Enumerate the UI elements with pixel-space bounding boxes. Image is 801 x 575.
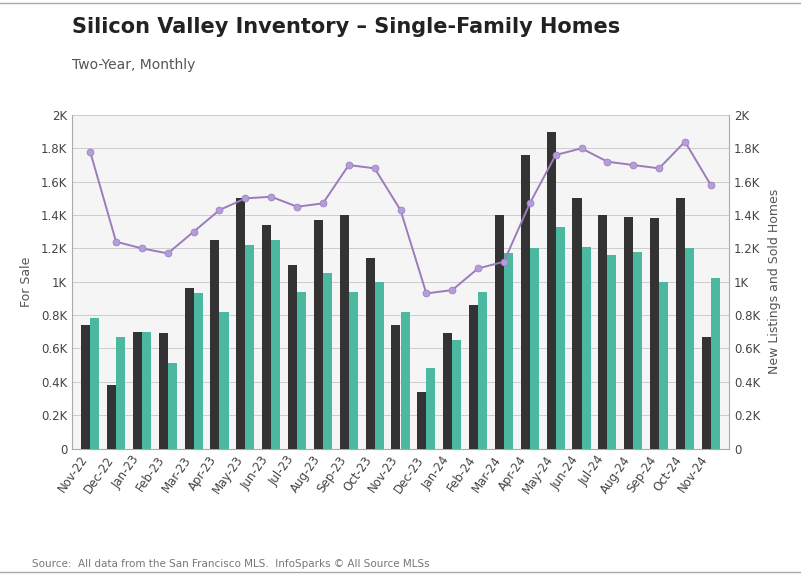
Bar (159, 334, 167, 449)
Bar (184, 289, 194, 448)
Bar (607, 255, 617, 448)
Bar (495, 215, 504, 448)
Bar (340, 215, 348, 448)
Bar (443, 334, 453, 449)
Bar (262, 225, 272, 448)
Bar (710, 278, 720, 448)
Bar (133, 332, 142, 448)
Bar (650, 218, 659, 448)
Bar (288, 265, 297, 448)
Bar (659, 282, 668, 448)
Bar (211, 240, 219, 448)
Bar (529, 248, 539, 448)
Bar (142, 332, 151, 448)
Bar (624, 217, 634, 448)
Bar (272, 240, 280, 448)
Bar (582, 247, 590, 448)
Bar (392, 325, 400, 448)
Bar (676, 198, 685, 448)
Bar (400, 312, 409, 448)
Bar (219, 312, 228, 448)
Bar (426, 369, 436, 448)
Bar (573, 198, 582, 448)
Bar (504, 254, 513, 448)
Y-axis label: New Listings and Sold Homes: New Listings and Sold Homes (768, 189, 782, 374)
Bar (297, 292, 306, 448)
Bar (375, 282, 384, 448)
Bar (469, 305, 478, 448)
Y-axis label: For Sale: For Sale (19, 256, 33, 307)
Bar (546, 132, 556, 449)
Text: Two-Year, Monthly: Two-Year, Monthly (72, 58, 195, 71)
Bar (365, 258, 375, 448)
Text: Silicon Valley Inventory – Single-Family Homes: Silicon Valley Inventory – Single-Family… (72, 17, 620, 37)
Bar (478, 292, 487, 448)
Bar (685, 248, 694, 448)
Bar (81, 325, 91, 448)
Bar (167, 363, 177, 448)
Bar (323, 274, 332, 448)
Bar (194, 293, 203, 448)
Bar (245, 245, 255, 448)
Bar (453, 340, 461, 448)
Bar (556, 227, 565, 448)
Bar (314, 220, 323, 448)
Bar (702, 337, 710, 448)
Bar (348, 292, 358, 448)
Bar (91, 319, 99, 448)
Bar (417, 392, 426, 449)
Bar (116, 337, 125, 448)
Bar (236, 198, 245, 448)
Text: Source:  All data from the San Francisco MLS.  InfoSparks © All Source MLSs: Source: All data from the San Francisco … (32, 559, 429, 569)
Bar (521, 155, 529, 448)
Bar (634, 252, 642, 448)
Bar (107, 385, 116, 448)
Bar (598, 215, 607, 448)
